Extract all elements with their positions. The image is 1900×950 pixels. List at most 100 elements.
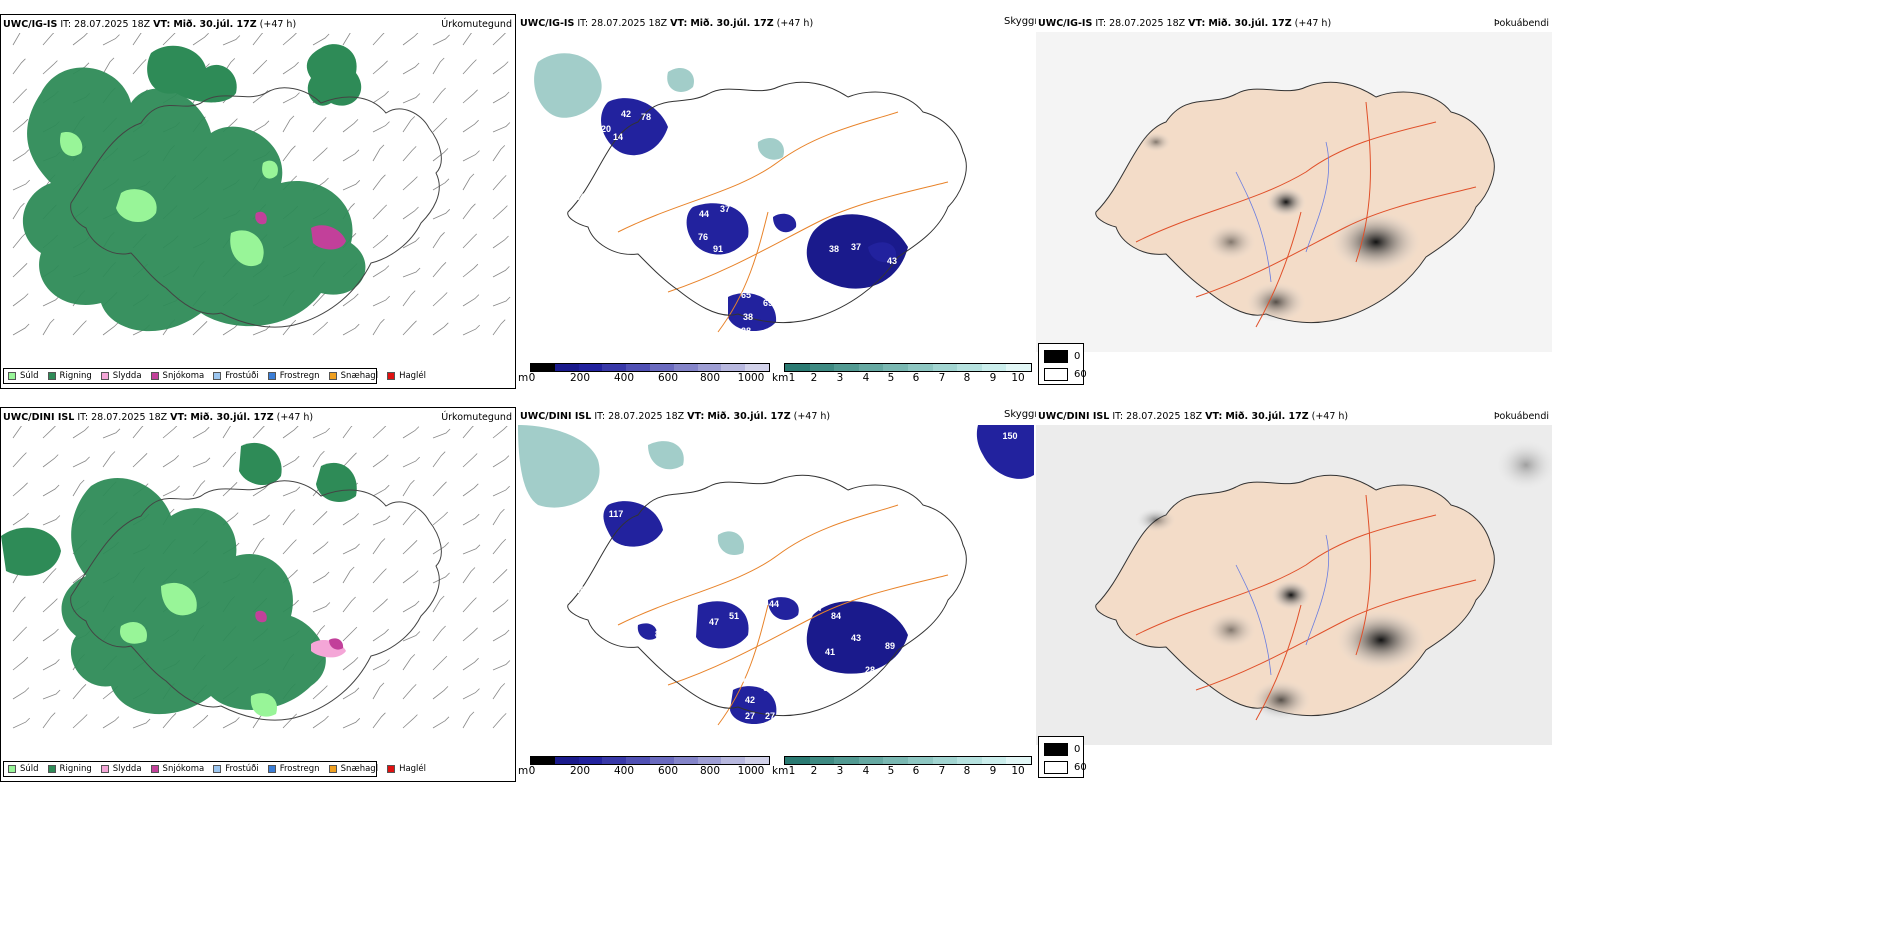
visibility-shading (534, 53, 784, 160)
cloud-base-label: 84 (831, 611, 841, 621)
cloud-visibility-map-panel-top: UWC/IG-IS IT: 28.07.2025 18Z VT: Mið. 30… (518, 14, 1044, 389)
wind-barb (432, 655, 448, 671)
wind-barb (312, 715, 329, 729)
cloud-base-label: 117 (609, 509, 624, 519)
wind-barb (432, 686, 449, 700)
roads (617, 111, 949, 333)
legend-item: Frostregn (267, 764, 320, 774)
cloud-base-shading (601, 98, 908, 332)
precip-type-legend: Súld Rigning Slydda Snjókoma Frostúði Fr… (3, 761, 426, 777)
wind-barb (42, 454, 59, 468)
colorbar-tick: 800 (699, 765, 721, 777)
wind-barb (402, 456, 420, 468)
wind-barb (492, 485, 510, 497)
wind-barb (192, 480, 206, 497)
wind-barb (42, 295, 60, 307)
wind-barb (12, 426, 23, 439)
wind-barb (402, 600, 420, 613)
wind-barb (402, 654, 416, 671)
colorbar-tick: 5 (887, 372, 895, 384)
wind-barb (42, 628, 59, 642)
panel-parameter-name: Þokuábendi (1493, 411, 1549, 422)
wind-barb (312, 321, 328, 336)
wind-barb (432, 595, 445, 613)
wind-barb (462, 453, 478, 468)
wind-barb (462, 597, 477, 613)
panel-parameter-name: Skyggni (1004, 16, 1044, 27)
colorbar-tick: 800 (699, 372, 721, 384)
wind-barb (42, 318, 55, 336)
wind-barb (432, 117, 448, 133)
wind-barb (432, 542, 449, 555)
wind-barb (402, 320, 417, 336)
wind-barb (12, 626, 27, 642)
wind-barb (492, 455, 510, 468)
wind-barb (42, 568, 57, 584)
wind-barb (222, 426, 232, 439)
wind-barb (462, 688, 480, 700)
wind-barb (42, 426, 56, 439)
visibility-colorbar: km 1 2 3 4 5 6 7 8 9 10 (772, 363, 1034, 385)
wind-barb (372, 568, 387, 584)
fog-shading (1141, 132, 1421, 322)
wind-barb (492, 426, 508, 439)
wind-barb (12, 717, 30, 729)
wind-barb (432, 148, 449, 162)
wind-barb (372, 598, 388, 613)
cloud-base-label: 37 (851, 242, 861, 252)
legend-item: 60 (1044, 368, 1087, 381)
wind-barb (372, 265, 390, 278)
cloud-base-label: 42 (745, 695, 755, 705)
cloud-base-label: 12 (628, 189, 638, 199)
wind-barb (342, 687, 360, 700)
wind-barb (402, 479, 415, 497)
wind-barb (282, 539, 297, 555)
wind-barb (492, 569, 508, 584)
cloud-base-colorbar: m 0 200 400 600 800 1000 (518, 756, 770, 778)
wind-barb (72, 479, 85, 497)
wind-barb (402, 570, 419, 584)
wind-barb (342, 426, 353, 439)
wind-barb (132, 718, 151, 729)
wind-barb (72, 426, 89, 439)
wind-barb (492, 235, 509, 249)
cloud-base-label: 100 (912, 615, 927, 625)
wind-barb (372, 712, 386, 729)
colorbar-tick: 600 (657, 765, 679, 777)
cloud-base-label: 43 (851, 633, 861, 643)
colorbar-tick: 9 (989, 765, 997, 777)
wind-barb (462, 233, 477, 249)
wind-barb (252, 514, 270, 526)
wind-barb (12, 202, 25, 220)
wind-barb (462, 203, 476, 220)
wind-barb (402, 290, 416, 307)
wind-barb (402, 237, 420, 249)
wind-barbs (12, 426, 511, 729)
wind-barb (72, 684, 87, 700)
fog-index-map-canvas (1036, 425, 1552, 745)
wind-barb (462, 33, 473, 46)
wind-barb (12, 512, 29, 526)
wind-barb (42, 60, 58, 75)
wind-barb (162, 485, 180, 497)
rivers (1235, 141, 1330, 283)
wind-barb (462, 119, 479, 133)
wind-barb (462, 627, 478, 642)
cloud-base-label: 42 (621, 109, 631, 119)
panel-parameter-name: Úrkomutegund (441, 412, 512, 423)
legend-item: Slydda (100, 371, 142, 381)
wind-barb (432, 481, 447, 497)
iceland-coastline (70, 480, 442, 721)
wind-barb (462, 294, 480, 307)
colorbar-tick: 400 (613, 765, 635, 777)
precip-type-map-panel-top: UWC/IG-IS IT: 28.07.2025 18Z VT: Mið. 30… (0, 14, 516, 389)
wind-barb (162, 455, 179, 468)
iceland-coastline (567, 474, 967, 717)
wind-barb (402, 684, 417, 700)
wind-barb (312, 511, 328, 526)
colorbar-tick: 4 (862, 372, 870, 384)
wind-barb (192, 457, 211, 468)
wind-barb (12, 88, 27, 104)
wind-barb (42, 33, 55, 46)
